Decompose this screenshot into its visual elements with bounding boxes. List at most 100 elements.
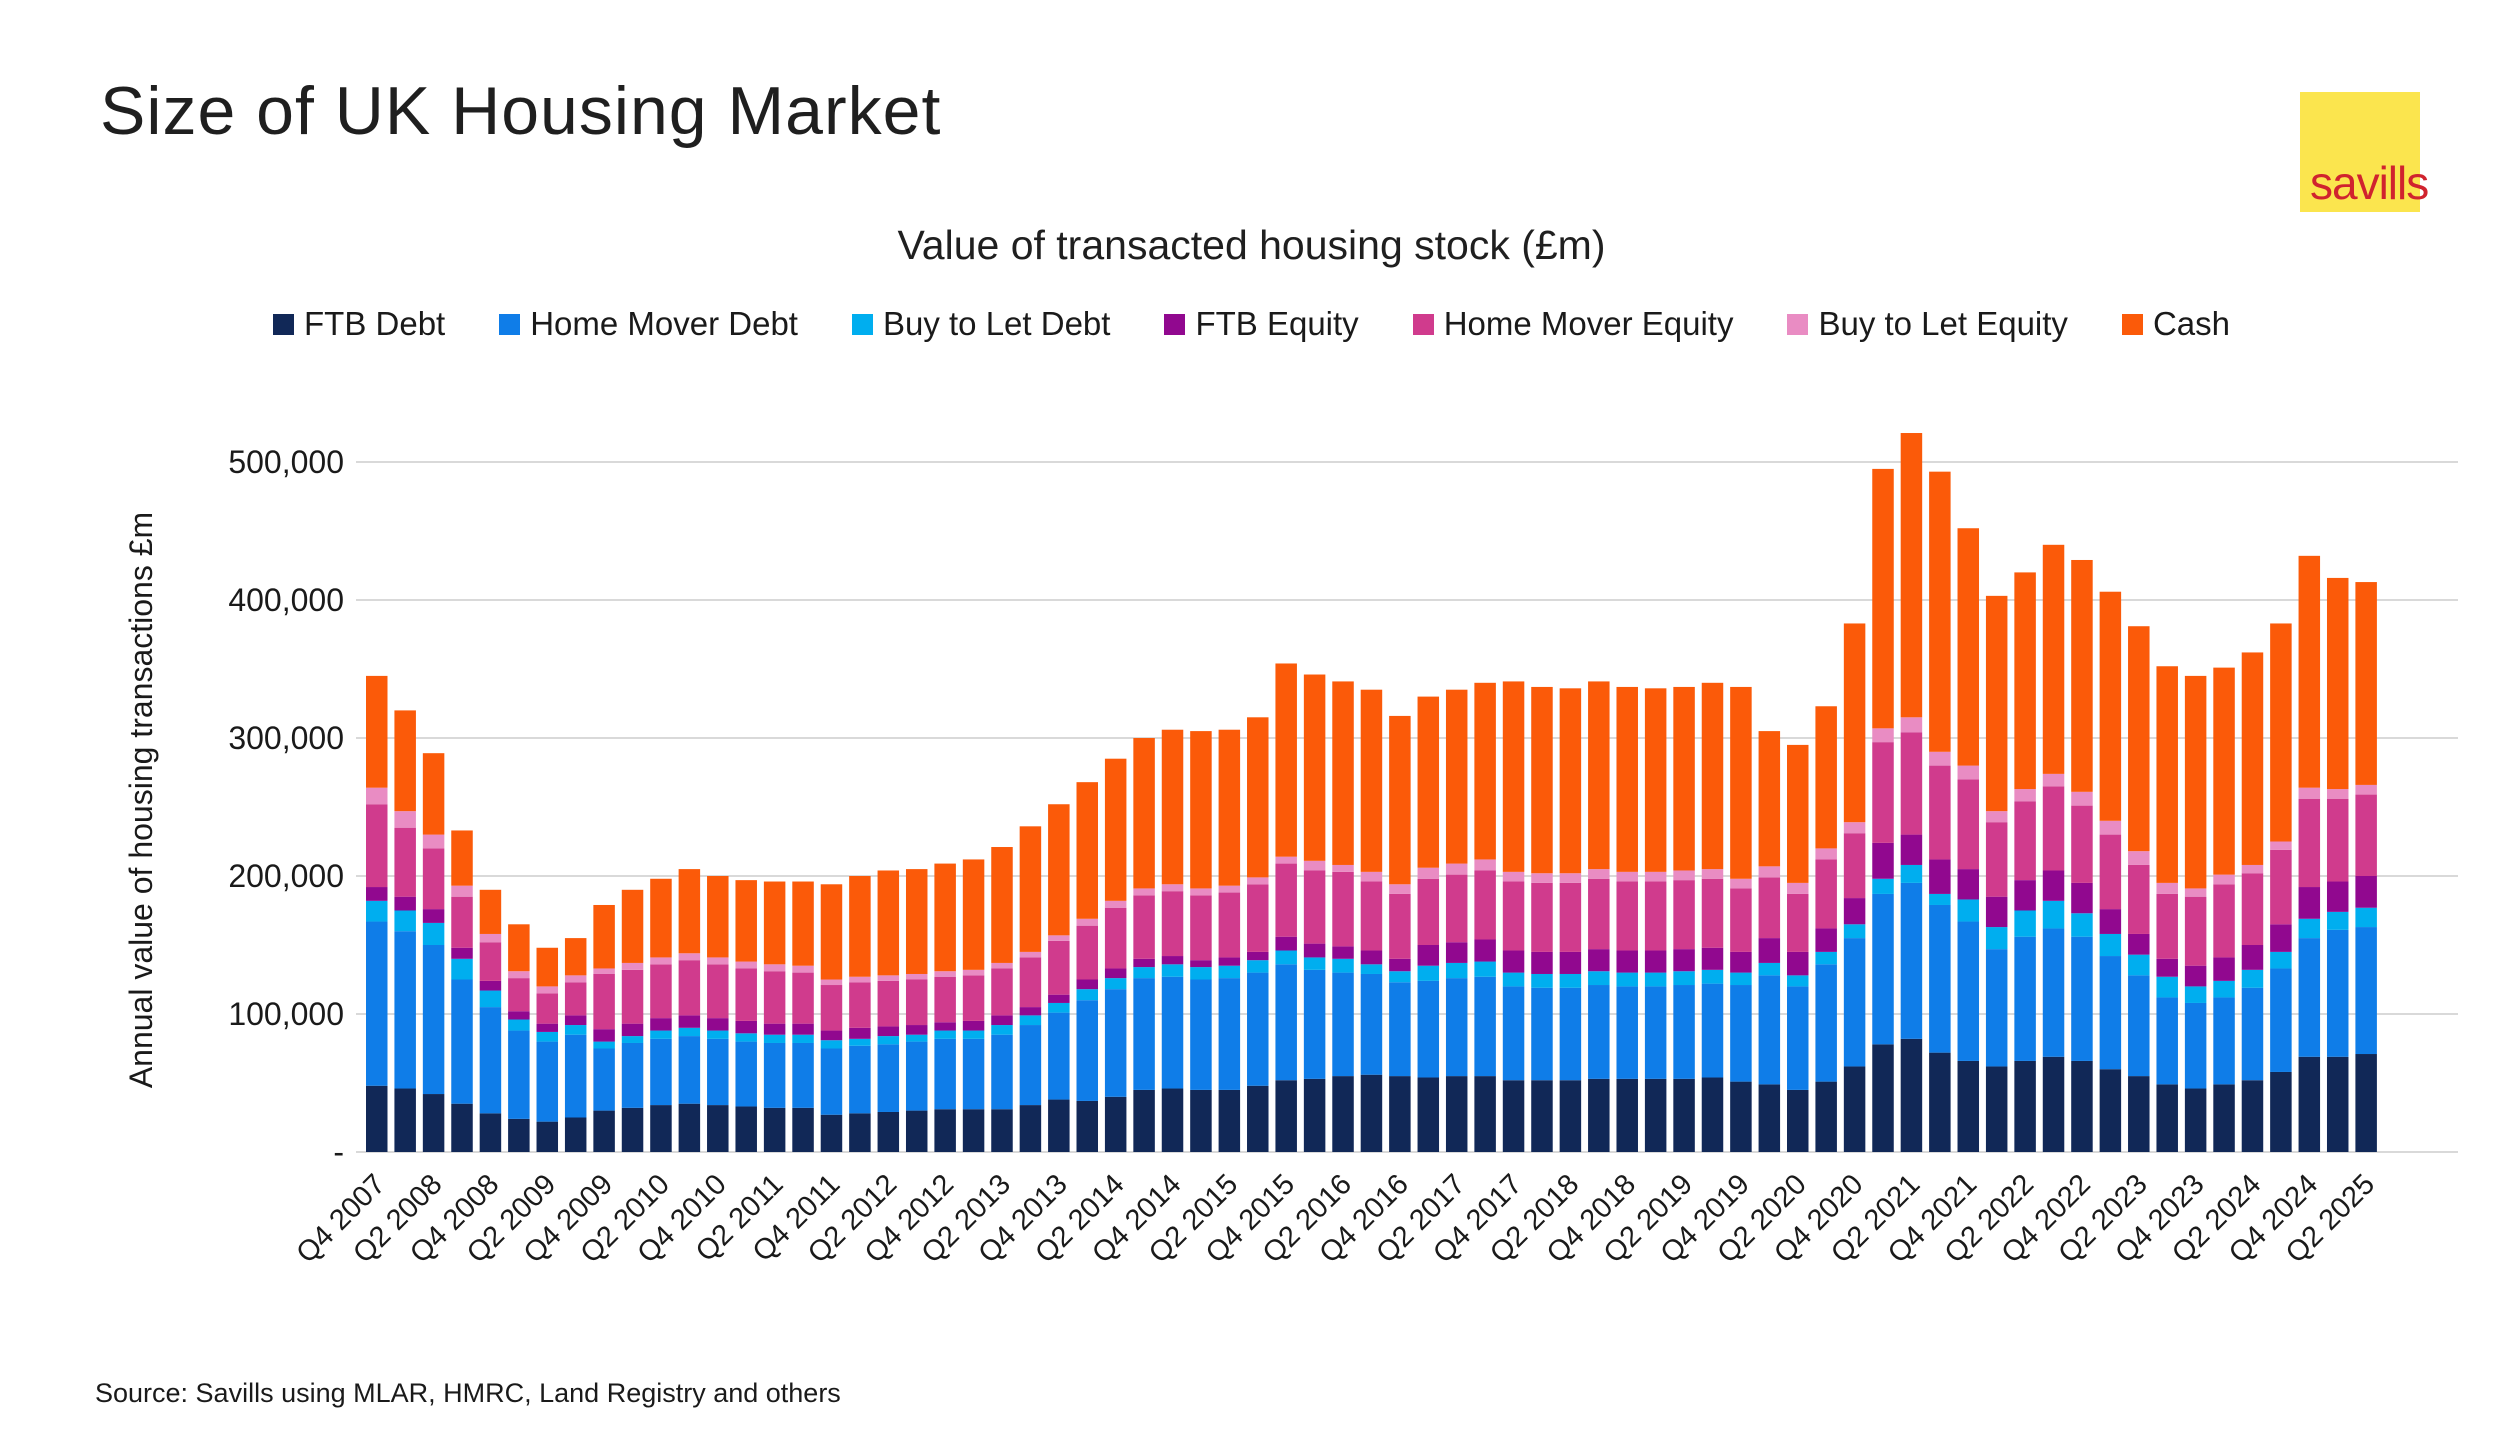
bar-segment bbox=[1218, 892, 1241, 958]
bar-segment bbox=[451, 1103, 473, 1152]
bar-segment bbox=[1900, 433, 1923, 718]
bar-segment bbox=[1758, 962, 1781, 976]
bar-segment bbox=[1019, 1105, 1042, 1152]
bar-segment bbox=[707, 1038, 729, 1106]
bar-segment bbox=[1048, 935, 1070, 941]
bar-segment bbox=[451, 979, 473, 1104]
bar-segment bbox=[1758, 731, 1781, 867]
bar-segment bbox=[422, 945, 445, 1095]
bar-segment bbox=[1048, 1099, 1070, 1152]
bar-segment bbox=[593, 1110, 615, 1152]
bar-segment bbox=[735, 1020, 757, 1034]
bar-segment bbox=[1133, 958, 1155, 968]
bar-segment bbox=[1019, 951, 1042, 958]
bar-segment bbox=[1389, 715, 1411, 885]
legend-label: FTB Equity bbox=[1195, 305, 1359, 342]
bar-segment bbox=[2355, 927, 2377, 1055]
bar-segment bbox=[2184, 1088, 2207, 1152]
bar-segment bbox=[1303, 674, 1326, 861]
bar-segment bbox=[2213, 874, 2235, 885]
bar-segment bbox=[1389, 958, 1411, 972]
bar-segment bbox=[1588, 949, 1610, 972]
bar-segment bbox=[1701, 1077, 1724, 1152]
bar-segment bbox=[962, 1020, 985, 1031]
bar-segment bbox=[1531, 1080, 1553, 1152]
bar-segment bbox=[1730, 1081, 1752, 1152]
bar-segment bbox=[1929, 893, 1951, 905]
bar-segment bbox=[1247, 972, 1269, 1086]
bar-segment bbox=[792, 965, 814, 973]
bar-segment bbox=[1701, 682, 1724, 870]
bar-segment bbox=[1133, 895, 1155, 959]
bar-segment bbox=[1445, 689, 1468, 864]
bar-segment bbox=[905, 979, 928, 1026]
bar-segment bbox=[1985, 949, 2008, 1067]
bar-segment bbox=[1332, 958, 1354, 973]
bar-segment bbox=[2042, 1056, 2065, 1152]
bar-segment bbox=[2241, 1080, 2264, 1152]
bar-segment bbox=[1588, 1078, 1610, 1152]
bar-segment bbox=[1843, 924, 1866, 939]
bar-segment bbox=[1104, 968, 1127, 979]
bar-segment bbox=[1218, 957, 1241, 966]
bar-segment bbox=[1019, 1007, 1042, 1016]
bar-segment bbox=[2355, 1054, 2377, 1152]
bar-segment bbox=[1332, 1076, 1354, 1152]
bar-segment bbox=[1133, 888, 1155, 896]
bar-segment bbox=[1133, 738, 1155, 889]
bar-segment bbox=[707, 1105, 729, 1152]
bar-segment bbox=[536, 1121, 559, 1152]
bar-segment bbox=[877, 975, 900, 981]
bar-segment bbox=[2014, 1060, 2036, 1152]
legend-label: Home Mover Debt bbox=[530, 305, 798, 342]
bar-segment bbox=[1104, 1096, 1127, 1152]
bar-segment bbox=[1872, 742, 1894, 843]
bar-segment bbox=[1929, 471, 1951, 752]
bar-segment bbox=[1247, 717, 1269, 878]
y-axis-tick-label: 300,000 bbox=[228, 720, 344, 756]
bar-segment bbox=[621, 1042, 644, 1108]
bar-segment bbox=[820, 1114, 843, 1152]
bar-segment bbox=[1445, 874, 1468, 943]
bar-segment bbox=[1190, 888, 1212, 896]
bar-segment bbox=[422, 922, 445, 945]
bar-segment bbox=[735, 1033, 757, 1042]
bar-segment bbox=[621, 1107, 644, 1152]
bar-segment bbox=[2042, 900, 2065, 929]
bar-segment bbox=[2355, 907, 2377, 928]
bar-segment bbox=[1985, 595, 2008, 812]
legend-item-home-mover-equity: Home Mover Equity bbox=[1412, 305, 1733, 343]
bar-segment bbox=[707, 876, 729, 958]
bar-segment bbox=[849, 1027, 871, 1039]
bar-segment bbox=[2355, 794, 2377, 876]
bar-segment bbox=[508, 924, 530, 972]
bar-segment bbox=[564, 1117, 587, 1152]
bar-segment bbox=[1985, 822, 2008, 897]
bar-segment bbox=[1588, 985, 1610, 1079]
bar-segment bbox=[1019, 957, 1042, 1008]
bar-segment bbox=[1673, 1078, 1695, 1152]
bar-segment bbox=[1247, 877, 1269, 885]
bar-segment bbox=[1957, 899, 1980, 922]
bar-segment bbox=[1957, 1060, 1980, 1152]
bar-segment bbox=[877, 1044, 900, 1112]
bar-segment bbox=[422, 848, 445, 910]
bar-segment bbox=[479, 1007, 502, 1114]
bar-segment bbox=[2326, 577, 2349, 790]
bar-segment bbox=[593, 1048, 615, 1111]
bar-segment bbox=[735, 1041, 757, 1107]
bar-segment bbox=[877, 1026, 900, 1037]
legend-item-buy-to-let-debt: Buy to Let Debt bbox=[851, 305, 1110, 343]
bar-segment bbox=[1360, 964, 1383, 974]
bar-segment bbox=[2071, 791, 2093, 806]
bar-segment bbox=[1730, 686, 1752, 879]
bar-segment bbox=[564, 1015, 587, 1026]
bar-segment bbox=[593, 1041, 615, 1049]
bar-segment bbox=[1218, 885, 1241, 893]
bar-segment bbox=[962, 1038, 985, 1110]
bar-segment bbox=[1275, 964, 1297, 1081]
bar-segment bbox=[1872, 468, 1894, 729]
bar-segment bbox=[1957, 779, 1980, 870]
bar-segment bbox=[2156, 958, 2178, 977]
bar-segment bbox=[678, 1015, 701, 1028]
